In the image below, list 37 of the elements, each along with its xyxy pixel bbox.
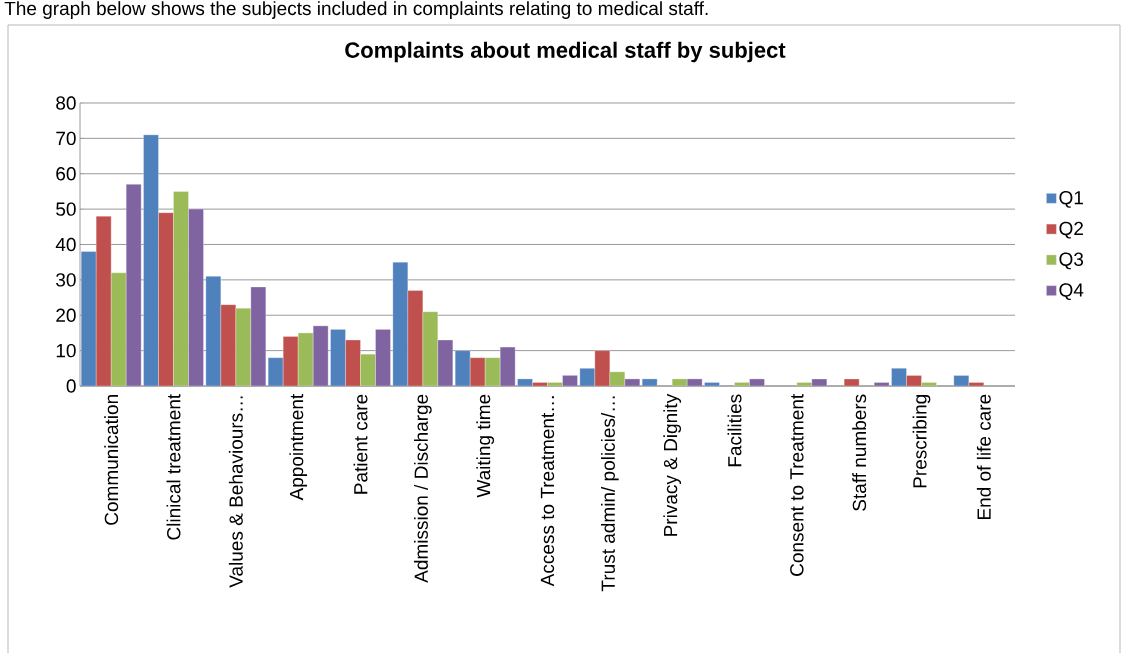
text: The graph below shows the subjects included in complaints relating to medical staff. (4, 1, 708, 19)
x-tick-label: Admission / Discharge (413, 394, 432, 583)
bar (126, 184, 142, 386)
y-tick-label: 10 (56, 343, 76, 358)
bar (250, 286, 266, 386)
legend-label: Q4 (1059, 283, 1084, 301)
y-tick-label: 0 (66, 379, 76, 393)
legend-label: Q1 (1059, 190, 1083, 208)
x-tick-label: End of life care (976, 394, 991, 519)
y-tick-label: 80 (56, 96, 76, 110)
bar (642, 378, 658, 386)
bar (188, 208, 204, 386)
bar (375, 329, 391, 386)
x-tick-label: Trust admin/ policies/… (600, 396, 619, 592)
y-tick-label: 50 (56, 202, 76, 216)
bar (313, 325, 329, 386)
chart-title: Complaints about medical staff by subject (345, 41, 786, 63)
x-tick-label: Communication (104, 395, 119, 525)
x-tick-label: Privacy & Dignity (663, 393, 682, 536)
legend-label: Q2 (1059, 221, 1083, 239)
x-tick-label: Clinical treatment (166, 393, 181, 540)
x-tick-label: Access to Treatment… (540, 396, 555, 587)
x-tick-label: Prescribing (912, 395, 931, 488)
y-tick-label: 20 (56, 308, 76, 322)
y-tick-label: 70 (56, 131, 76, 146)
x-tick-label: Patient care (353, 394, 368, 494)
y-tick-label: 60 (56, 167, 76, 181)
y-tick-label: 30 (56, 273, 76, 287)
bar (844, 378, 860, 386)
y-tick-label: 40 (55, 237, 76, 252)
x-tick-label: Facilities (727, 394, 742, 467)
x-tick-label: Values & Behaviours… (228, 396, 243, 588)
x-tick-label: Staff numbers (852, 394, 867, 511)
x-tick-label: Consent to Treatment (790, 393, 804, 576)
legend-label: Q3 (1059, 252, 1084, 270)
x-tick-label: Waiting time (476, 394, 495, 498)
x-tick-label: Appointment (289, 393, 308, 501)
